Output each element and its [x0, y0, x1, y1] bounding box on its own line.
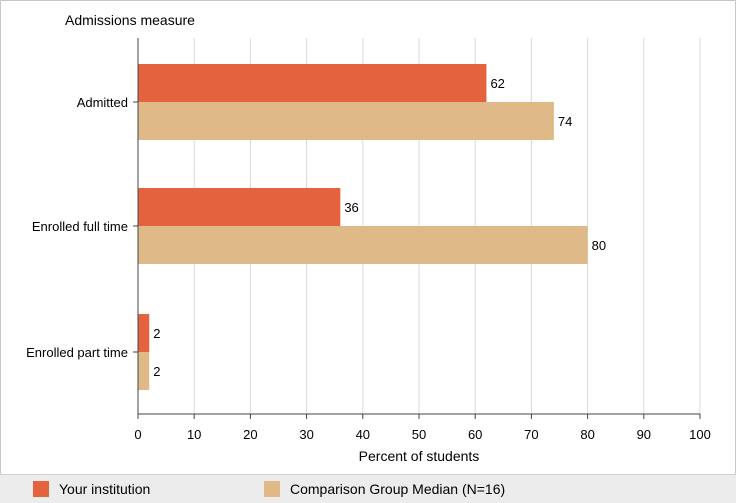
legend-item-your-institution: Your institution [33, 481, 150, 497]
legend-label-your-institution: Your institution [59, 481, 151, 497]
x-tick-label: 30 [299, 427, 313, 442]
x-axis-label: Percent of students [359, 448, 480, 464]
axes: 0 10 20 30 40 50 60 70 80 90 100 Admitted Enrolled f… [26, 38, 711, 442]
x-tick-label: 60 [468, 427, 482, 442]
legend-item-comparison: Comparison Group Median (N=16) [264, 481, 505, 497]
x-tick-label: 70 [524, 427, 538, 442]
data-label: 2 [153, 326, 160, 341]
data-label: 62 [490, 76, 504, 91]
data-label: 74 [558, 114, 572, 129]
legend-label-comparison: Comparison Group Median (N=16) [290, 481, 506, 497]
bar-comparison [138, 102, 554, 140]
data-label: 80 [592, 238, 606, 253]
data-label: 2 [153, 364, 160, 379]
legend: Your institution Comparison Group Median… [0, 474, 736, 503]
x-tick-label: 20 [243, 427, 257, 442]
y-category-label: Enrolled full time [32, 219, 128, 234]
x-tick-label: 100 [689, 427, 711, 442]
bar-your-institution [138, 314, 150, 352]
bar-chart: Admissions measure 62 74 36 80 2 2 0 10 20 30 40 5… [26, 12, 711, 464]
y-category-label: Admitted [77, 95, 128, 110]
x-tick-label: 50 [412, 427, 426, 442]
y-category-label: Enrolled part time [26, 345, 128, 360]
x-tick-label: 40 [356, 427, 370, 442]
legend-swatch-your-institution [33, 481, 49, 497]
x-tick-label: 0 [134, 427, 141, 442]
bar-your-institution [138, 188, 341, 226]
legend-swatch-comparison [264, 481, 280, 497]
bars: 62 74 36 80 2 2 [138, 64, 606, 390]
x-tick-label: 10 [187, 427, 201, 442]
bar-comparison [138, 226, 588, 264]
x-tick-label: 80 [580, 427, 594, 442]
chart-title: Admissions measure [65, 12, 195, 28]
x-tick-label: 90 [637, 427, 651, 442]
bar-your-institution [138, 64, 487, 102]
data-label: 36 [344, 200, 358, 215]
bar-comparison [138, 352, 150, 390]
